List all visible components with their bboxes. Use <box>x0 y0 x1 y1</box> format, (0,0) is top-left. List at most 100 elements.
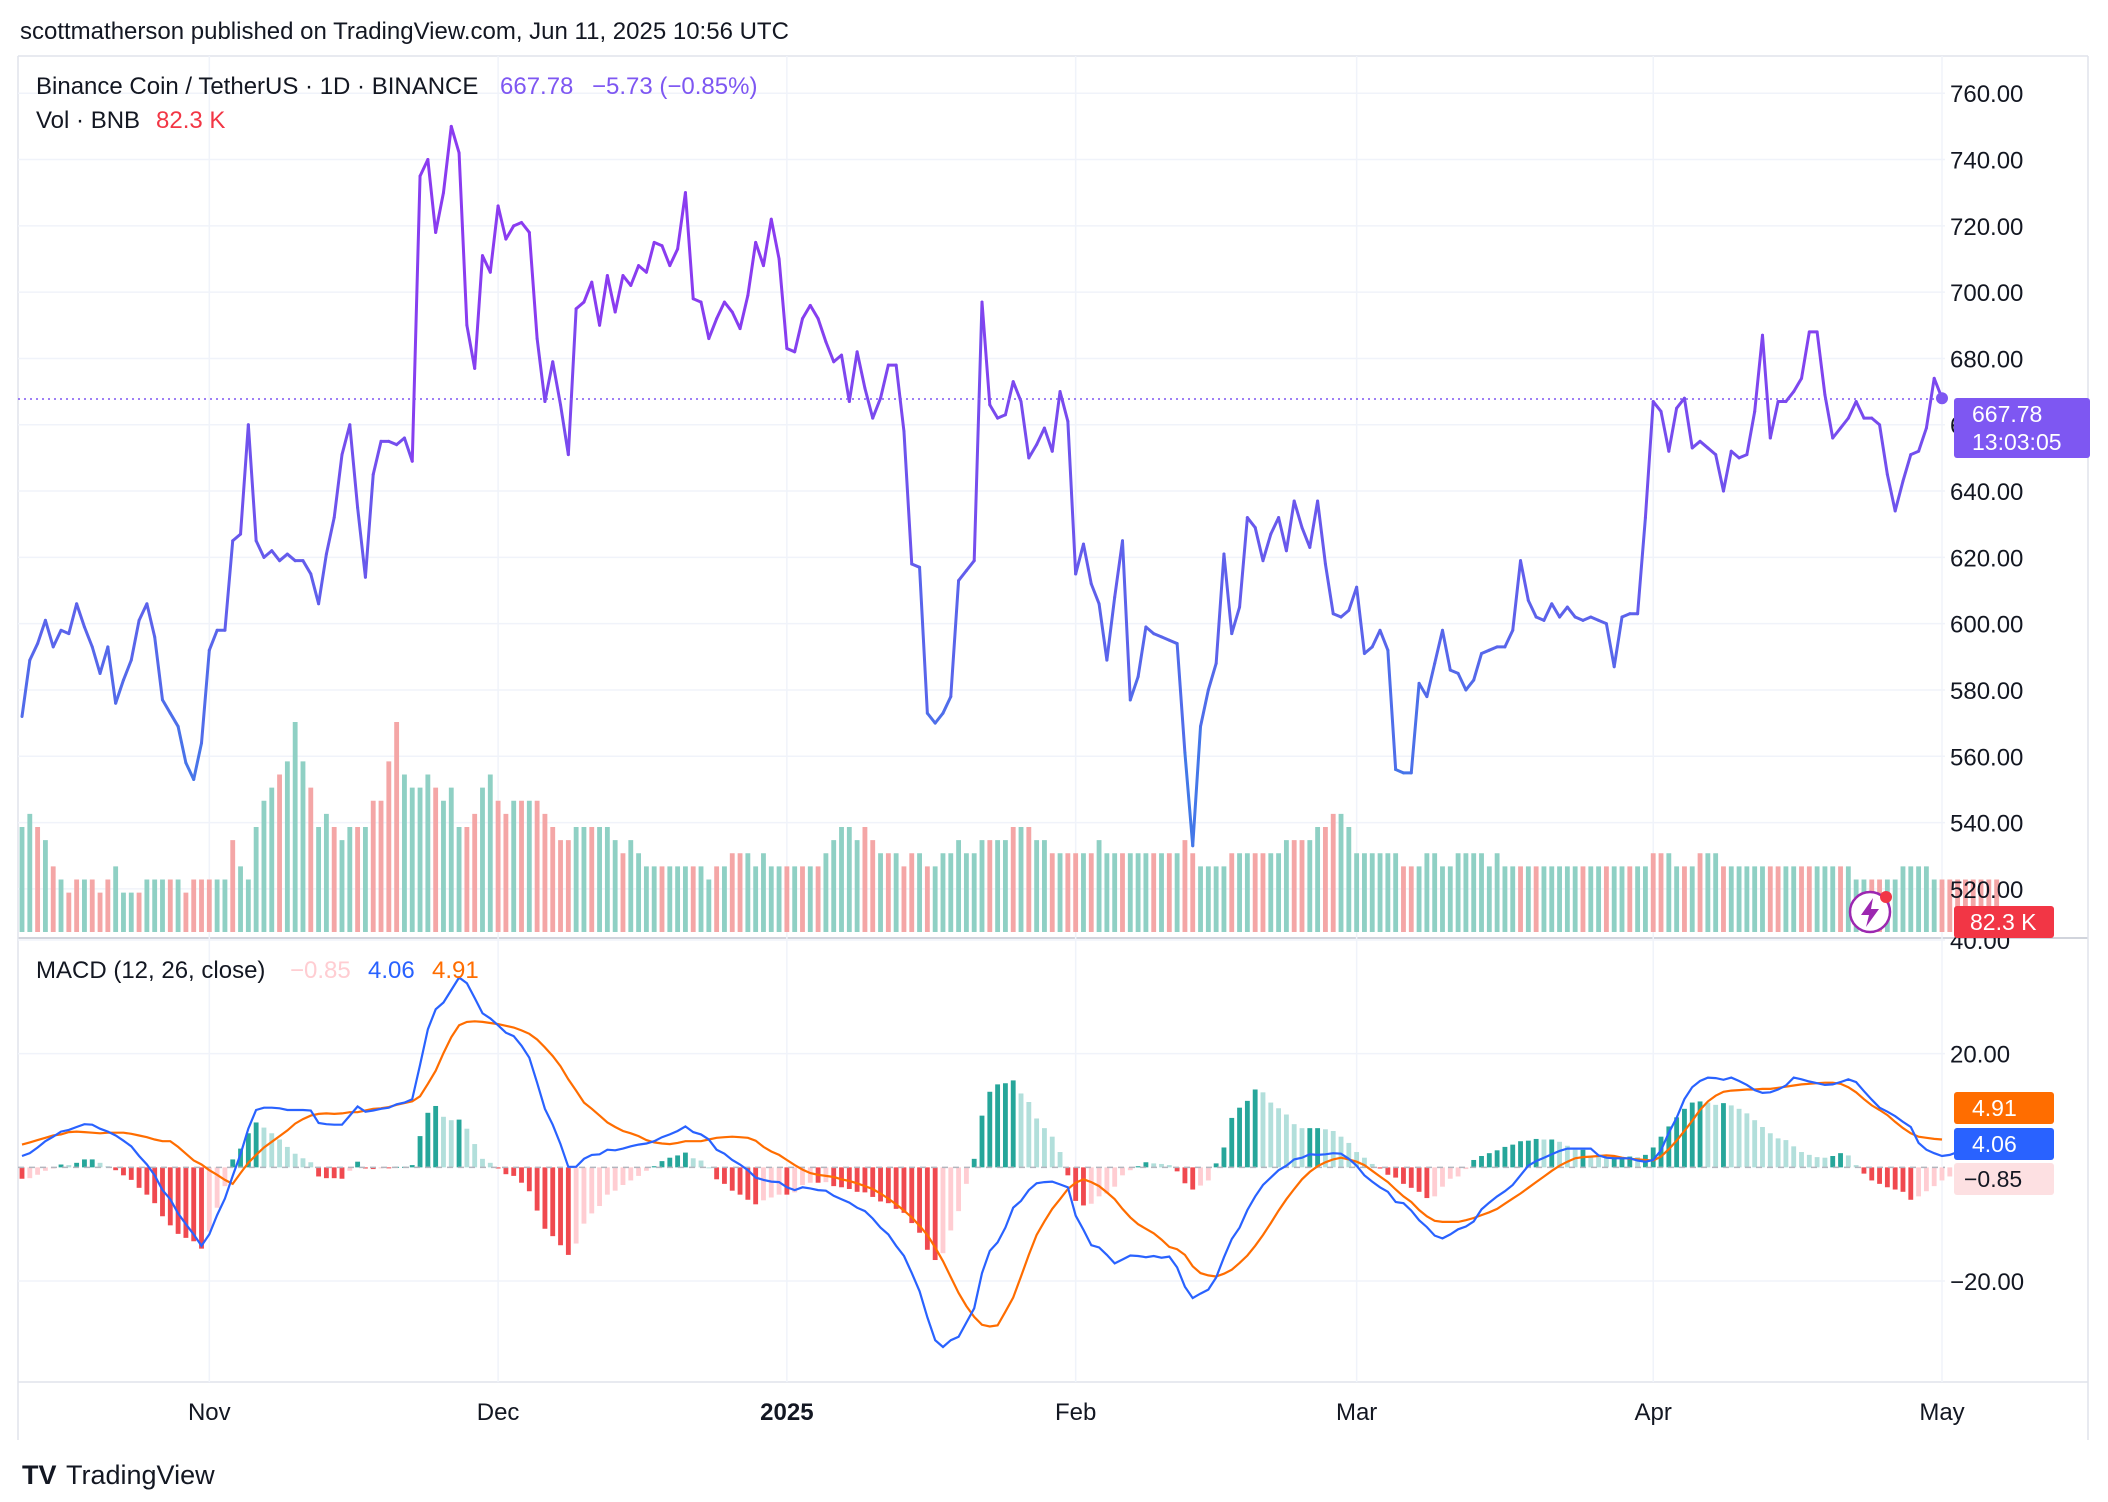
volume-bar <box>1697 853 1703 932</box>
volume-bar <box>1525 866 1531 932</box>
price-segment <box>1503 628 1515 649</box>
price-segment <box>1839 416 1850 430</box>
price-segment <box>1011 380 1023 404</box>
price-segment <box>1878 423 1889 476</box>
volume-bar <box>1315 827 1321 932</box>
price-segment <box>1729 449 1741 460</box>
price-segment <box>36 618 47 646</box>
volume-bar <box>1237 853 1242 932</box>
volume-bar <box>901 866 907 932</box>
volume-bar <box>1635 866 1641 932</box>
price-segment <box>1261 532 1273 563</box>
histogram-bar <box>1525 1140 1531 1168</box>
volume-bar <box>1994 879 2000 932</box>
price-segment <box>683 191 695 301</box>
price-segment <box>1690 439 1702 450</box>
price-segment <box>129 618 141 662</box>
volume-bar <box>1572 866 1578 932</box>
volume-badge-value: 82.3 K <box>1970 909 2037 935</box>
volume-bar <box>1931 879 1937 932</box>
macd-hist-value: −0.85 <box>290 957 351 984</box>
price-segment <box>879 363 890 400</box>
price-segment <box>137 602 149 622</box>
histogram-bar <box>1674 1117 1680 1168</box>
time-tick-label: 2025 <box>760 1399 813 1426</box>
histogram-bar <box>1330 1130 1336 1168</box>
volume-bar <box>761 853 766 932</box>
price-axis[interactable]: 760.00740.00720.00700.00680.00660.00640.… <box>1950 81 2023 904</box>
price-segment <box>613 274 625 314</box>
volume-bar <box>1081 853 1086 932</box>
price-segment <box>1245 516 1257 530</box>
histogram-bar <box>1635 1157 1641 1168</box>
histogram-bar <box>1049 1136 1055 1168</box>
price-segment <box>1362 645 1374 656</box>
price-segment <box>121 658 133 682</box>
volume-bar <box>1330 813 1336 932</box>
histogram-bar <box>1588 1156 1594 1168</box>
volume-bar <box>339 840 345 932</box>
volume-bar <box>89 879 95 932</box>
price-segment <box>1222 552 1234 636</box>
histogram-bar <box>230 1159 236 1168</box>
volume-bar <box>1244 853 1250 932</box>
price-segment <box>160 698 172 715</box>
volume-bars <box>19 722 2000 932</box>
volume-bar <box>206 879 212 932</box>
volume-bar <box>66 892 72 932</box>
histogram-bar <box>1736 1108 1742 1168</box>
price-segment <box>637 264 648 274</box>
volume-bar <box>409 787 415 932</box>
time-axis[interactable]: NovDec2025FebMarAprMayJun <box>188 1399 2108 1426</box>
volume-bar <box>1970 879 1976 932</box>
histogram-bar <box>1362 1157 1367 1168</box>
histogram-bar <box>245 1133 251 1168</box>
histogram-bar <box>1838 1153 1843 1168</box>
price-segment <box>980 300 992 407</box>
symbol-legend[interactable]: Binance Coin / TetherUS · 1D · BINANCE 6… <box>36 73 757 100</box>
histogram-bar <box>472 1144 478 1168</box>
histogram-bar <box>1541 1139 1547 1168</box>
histogram-bar <box>854 1167 860 1192</box>
price-segment <box>1893 479 1905 513</box>
volume-bar <box>800 866 805 932</box>
histogram-bar <box>1401 1167 1406 1184</box>
price-segment <box>278 552 289 563</box>
volume-bar <box>823 853 829 932</box>
volume-bar <box>550 827 556 932</box>
histogram-bar <box>1322 1129 1328 1168</box>
price-segment <box>1019 400 1031 460</box>
lightning-icon[interactable] <box>1848 890 1892 934</box>
histogram-bar <box>1346 1142 1352 1168</box>
histogram-bar <box>1916 1167 1922 1197</box>
published-header: scottmatherson published on TradingView.… <box>20 18 789 45</box>
price-segment <box>1191 724 1203 848</box>
histogram-bar <box>355 1161 361 1168</box>
volume-bar <box>1416 866 1422 932</box>
volume-legend[interactable]: Vol · BNB 82.3 K <box>36 107 225 134</box>
price-segment <box>1058 390 1070 423</box>
histogram-bar <box>1276 1108 1282 1168</box>
tradingview-logo[interactable]: TV TradingView <box>22 1460 215 1490</box>
price-segment <box>1042 426 1054 453</box>
histogram-bar <box>643 1167 649 1171</box>
histogram-bar <box>714 1167 720 1180</box>
histogram-bar <box>89 1159 95 1168</box>
histogram-bar <box>519 1167 524 1183</box>
volume-bar <box>503 813 509 932</box>
volume-bar <box>222 879 228 932</box>
histogram-bar <box>1518 1141 1523 1168</box>
price-segment <box>285 552 297 563</box>
histogram-bar <box>1861 1167 1867 1174</box>
histogram-bar <box>409 1165 415 1168</box>
volume-bar <box>526 800 532 932</box>
macd-legend[interactable]: MACD (12, 26, close) −0.85 4.06 4.91 <box>36 957 479 984</box>
volume-bar <box>839 827 844 932</box>
price-segment <box>200 648 211 745</box>
volume-bar <box>128 892 134 932</box>
volume-bar <box>870 840 876 932</box>
price-line <box>20 124 1944 848</box>
price-segment <box>699 300 711 341</box>
volume-bar <box>1799 866 1804 932</box>
price-tick-label: 520.00 <box>1950 877 2023 904</box>
